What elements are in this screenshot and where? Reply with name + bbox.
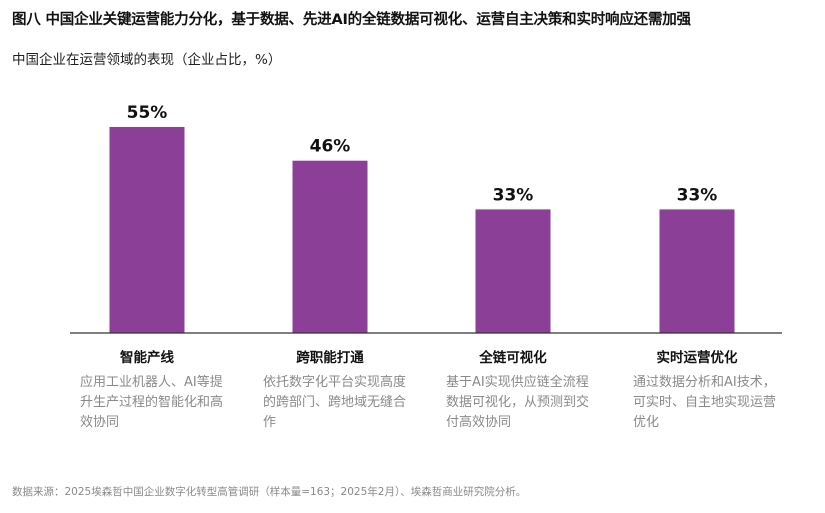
figure-title: 图八 中国企业关键运营能力分化，基于数据、先进AI的全链数据可视化、运营自主决策… (12, 12, 691, 28)
category-label-intelligent-production: 智能产线 (120, 350, 174, 366)
category-description-intelligent-production: 应用工业机器人、AI等提升生产过程的智能化和高效协同 (80, 375, 224, 430)
data-source-note: 数据来源：2025埃森哲中国企业数字化转型高管调研（样本量=163；2025年2… (12, 486, 527, 498)
value-label-realtime-optimization: 33% (677, 185, 718, 205)
figure-subtitle: 中国企业在运营领域的表现（企业占比，%） (12, 52, 282, 68)
value-label-cross-functional: 46% (310, 137, 351, 157)
category-description-realtime-optimization: 通过数据分析和AI技术，可实时、自主地实现运营优化 (633, 375, 777, 430)
bar-cross-functional (292, 160, 368, 333)
value-label-intelligent-production: 55% (127, 103, 168, 123)
bar-full-chain-visibility (475, 209, 551, 333)
category-description-full-chain-visibility: 基于AI实现供应链全流程数据可视化，从预测到交付高效协同 (446, 375, 590, 430)
category-label-cross-functional: 跨职能打通 (296, 350, 364, 366)
value-label-full-chain-visibility: 33% (493, 185, 534, 205)
bar-realtime-optimization (659, 209, 735, 333)
category-description-cross-functional: 依托数字化平台实现高度的跨部门、跨地域无缝合作 (263, 375, 407, 430)
bar-intelligent-production (109, 127, 185, 333)
category-label-full-chain-visibility: 全链可视化 (479, 350, 547, 366)
category-label-realtime-optimization: 实时运营优化 (656, 350, 738, 366)
